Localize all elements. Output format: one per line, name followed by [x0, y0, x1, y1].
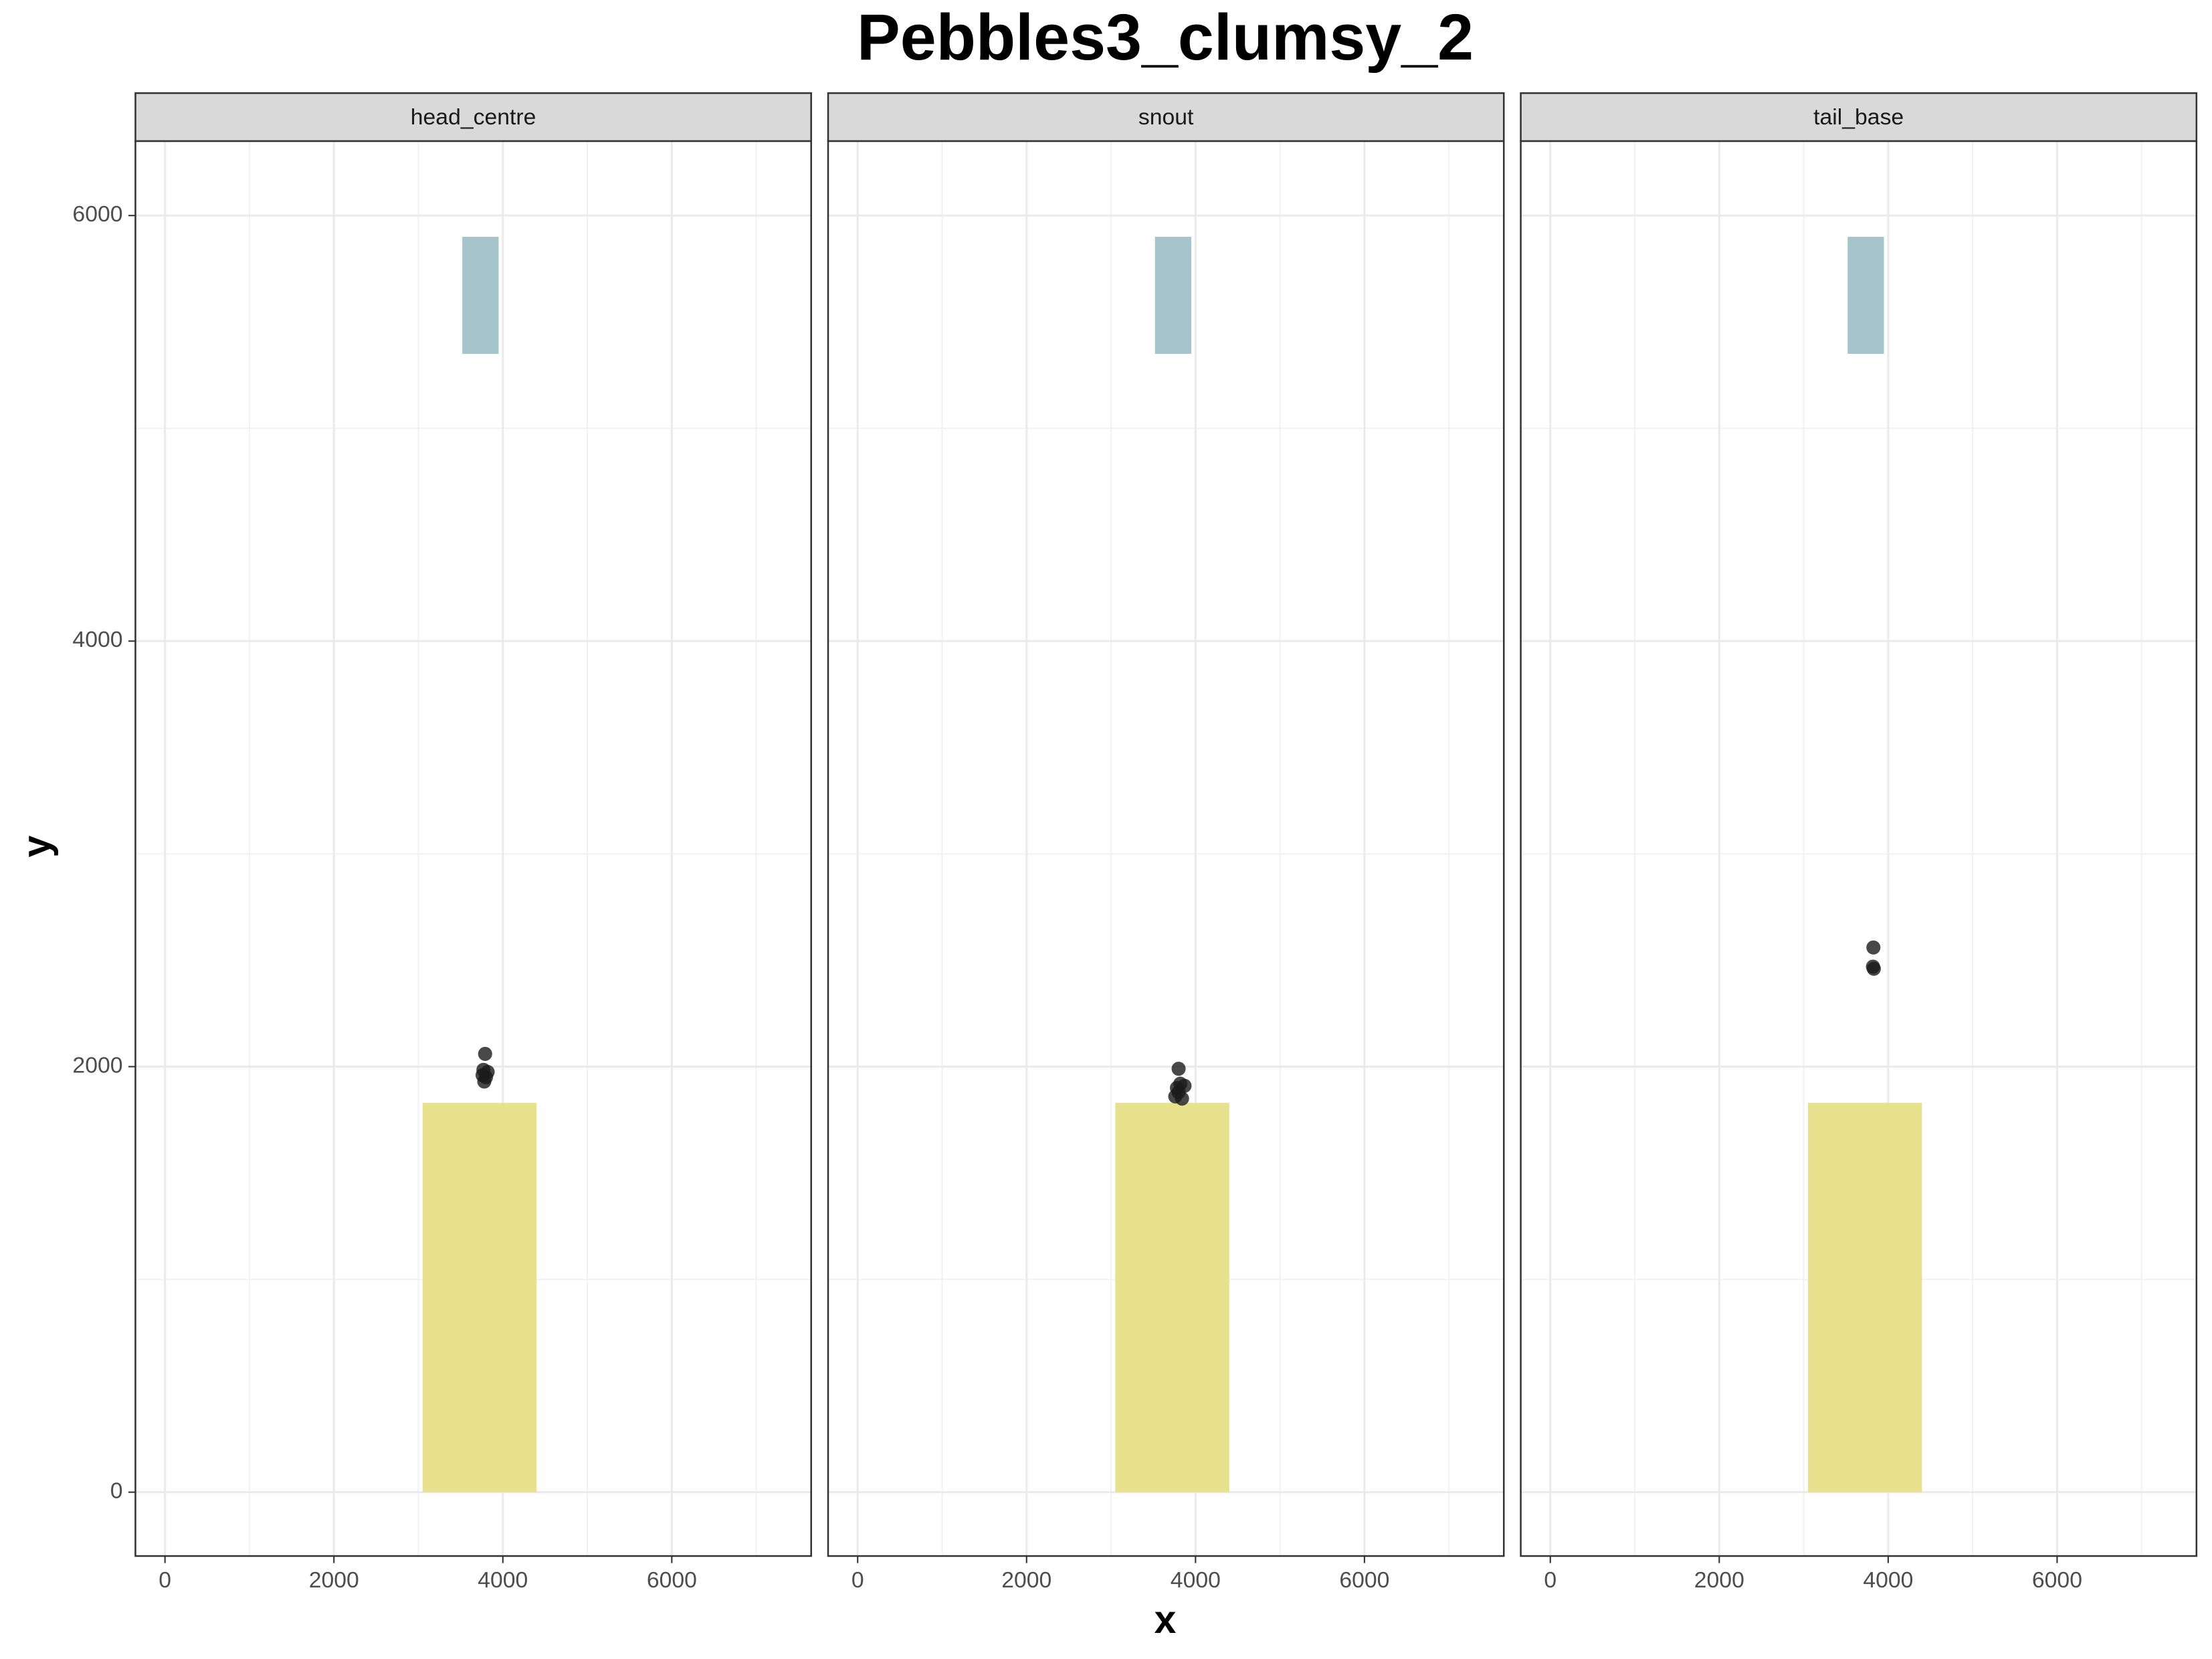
y-tick-label: 0 — [110, 1478, 123, 1504]
y-axis-label: y — [15, 836, 59, 858]
strip-label: head_centre — [411, 104, 536, 130]
region — [422, 1102, 537, 1492]
region — [1847, 237, 1884, 354]
y-tick-label: 2000 — [72, 1052, 122, 1078]
x-tick-label: 0 — [159, 1567, 171, 1593]
point — [1866, 940, 1881, 955]
x-tick-label: 4000 — [1863, 1567, 1913, 1593]
y-tick-label: 6000 — [72, 201, 122, 227]
x-tick-label: 2000 — [1001, 1567, 1051, 1593]
region — [1807, 1102, 1922, 1492]
x-tick-label: 2000 — [309, 1567, 359, 1593]
x-tick-label: 6000 — [2032, 1567, 2082, 1593]
strip — [827, 92, 1505, 142]
point — [480, 1064, 495, 1079]
y-tick-label: 4000 — [72, 627, 122, 652]
x-axis-label: x — [1154, 1597, 1177, 1642]
region — [462, 237, 499, 354]
x-tick-label: 0 — [1544, 1567, 1556, 1593]
strip-label: snout — [1138, 104, 1194, 130]
x-tick-label: 2000 — [1694, 1567, 1744, 1593]
chart-title: Pebbles3_clumsy_2 — [857, 1, 1474, 74]
point — [1175, 1091, 1189, 1106]
x-tick-label: 6000 — [647, 1567, 697, 1593]
point — [478, 1046, 492, 1061]
strip-label: tail_base — [1813, 104, 1904, 130]
x-tick-label: 6000 — [1339, 1567, 1389, 1593]
x-tick-label: 0 — [851, 1567, 864, 1593]
point — [1171, 1062, 1186, 1076]
x-tick-label: 4000 — [478, 1567, 528, 1593]
strip — [1520, 92, 2198, 142]
strip — [134, 92, 812, 142]
point — [1177, 1078, 1192, 1093]
x-tick-label: 4000 — [1171, 1567, 1221, 1593]
region — [1154, 237, 1192, 354]
point — [1866, 959, 1880, 974]
region — [1115, 1102, 1229, 1492]
